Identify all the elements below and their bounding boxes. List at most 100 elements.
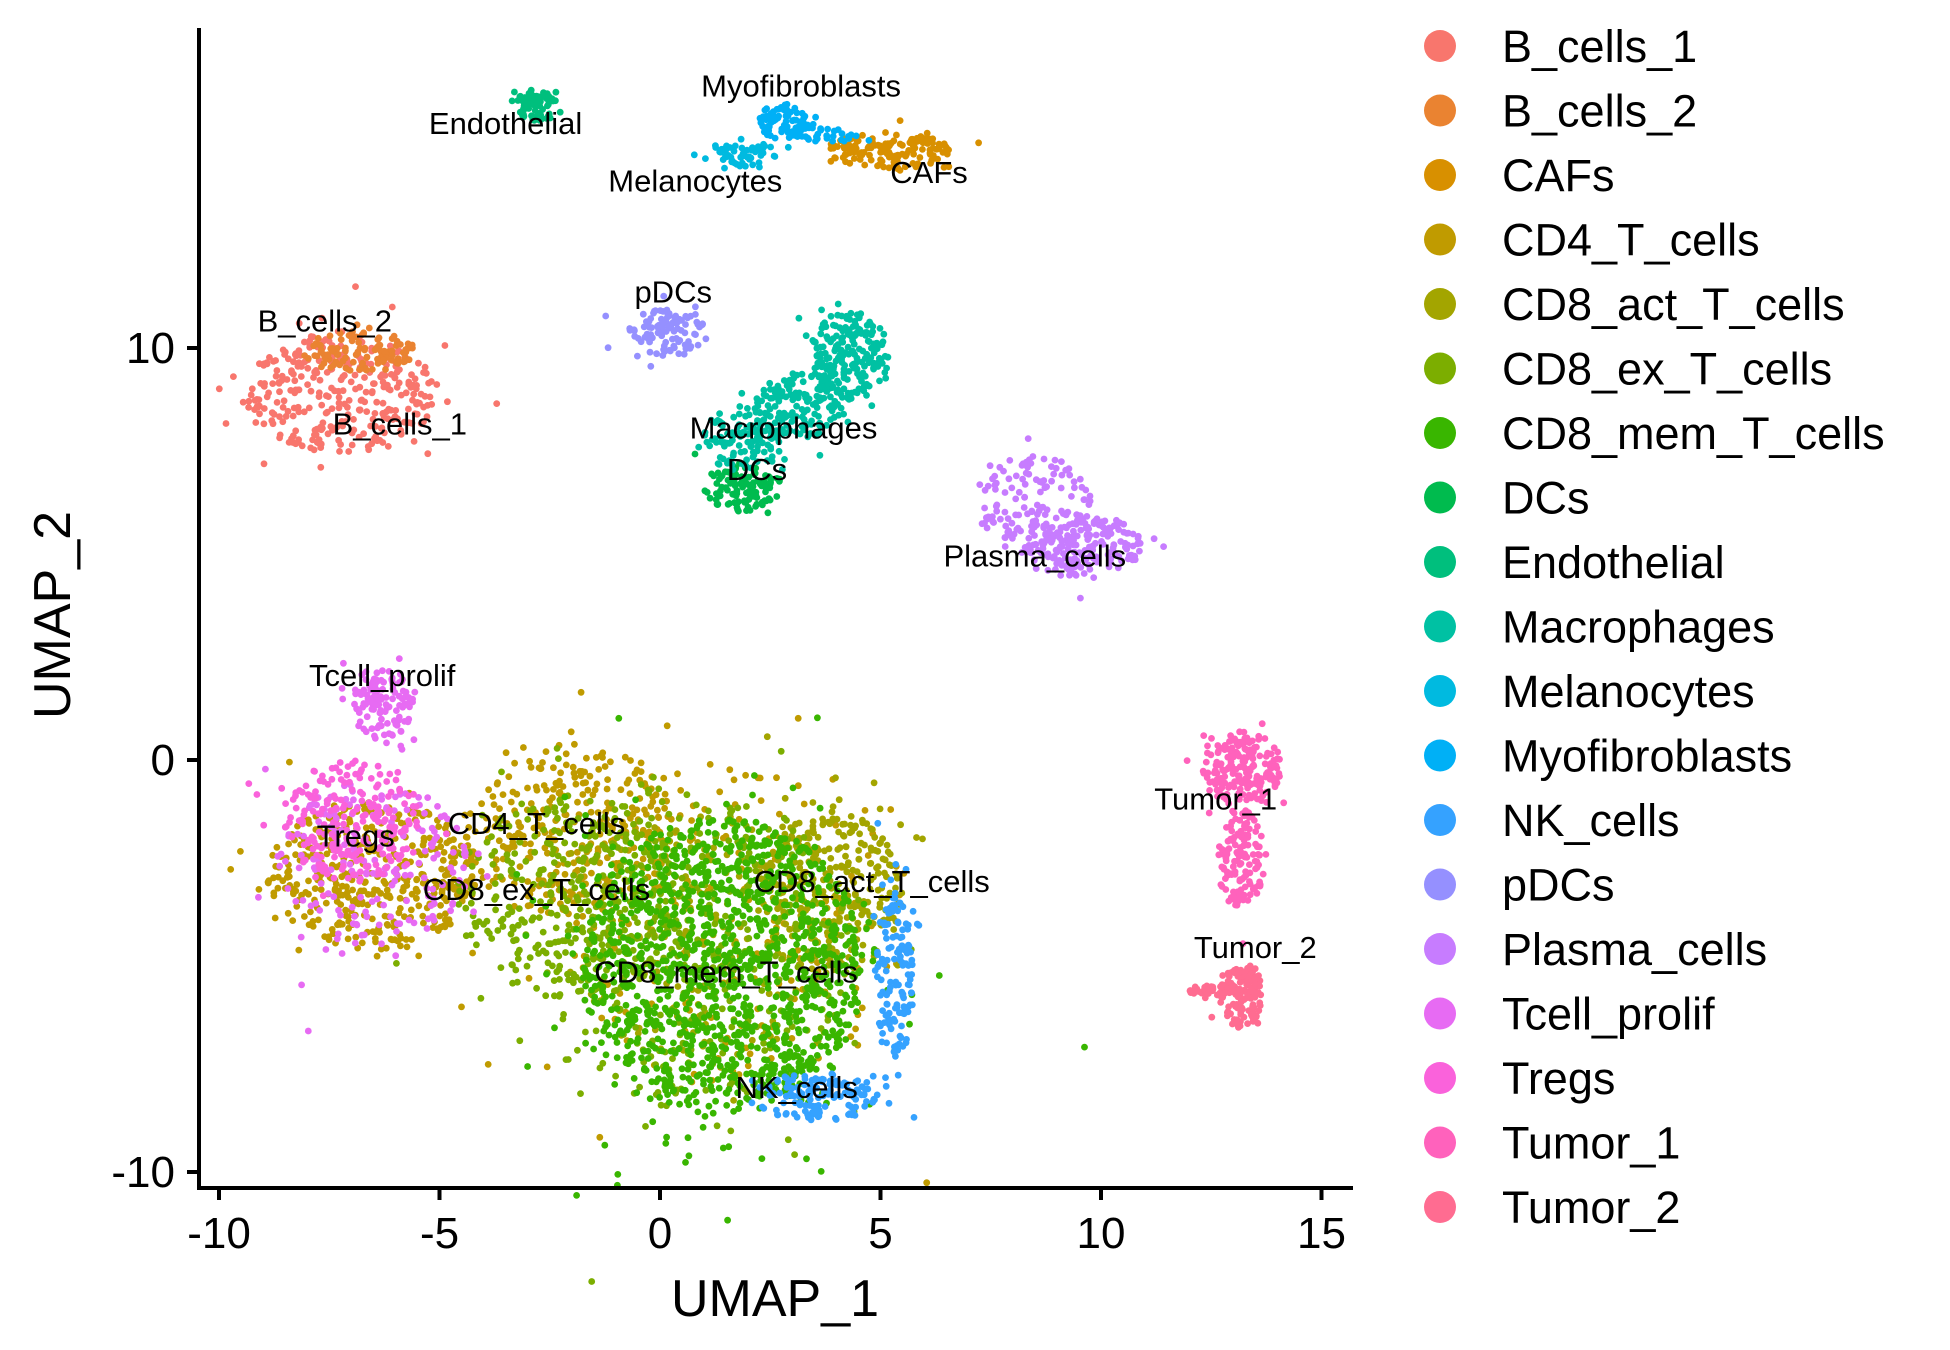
data-point — [408, 371, 415, 379]
points-layer — [215, 86, 1288, 1285]
data-point — [652, 1044, 659, 1052]
data-point — [577, 688, 585, 696]
data-point — [685, 1152, 693, 1160]
data-point — [584, 972, 592, 980]
data-point — [679, 940, 687, 948]
data-point — [573, 919, 580, 927]
data-point — [508, 908, 516, 916]
data-point — [571, 740, 578, 748]
data-point — [553, 911, 561, 919]
data-point — [509, 926, 517, 933]
data-point — [300, 408, 308, 416]
data-point — [494, 927, 502, 934]
data-point — [773, 394, 781, 401]
data-point — [834, 846, 842, 853]
data-point — [749, 791, 756, 799]
data-point — [889, 933, 897, 941]
data-point — [638, 1054, 645, 1062]
data-point — [891, 163, 898, 171]
data-point — [533, 786, 541, 794]
data-point — [656, 1093, 663, 1101]
data-point — [863, 925, 870, 933]
data-point — [728, 913, 735, 921]
data-point — [368, 915, 376, 923]
data-point — [716, 788, 724, 796]
data-point — [342, 912, 350, 920]
data-point — [542, 748, 550, 755]
data-point — [371, 410, 379, 417]
data-point — [529, 92, 536, 99]
data-point — [740, 147, 748, 154]
data-point — [588, 1278, 596, 1285]
data-point — [771, 914, 778, 921]
data-point — [490, 801, 498, 808]
data-point — [825, 1048, 832, 1056]
data-point — [316, 376, 324, 384]
data-point — [542, 949, 550, 957]
data-point — [656, 996, 664, 1003]
data-point — [748, 836, 755, 844]
data-point — [783, 817, 790, 824]
data-point — [748, 1036, 756, 1044]
data-point — [371, 928, 379, 936]
data-point — [847, 813, 855, 820]
data-point — [689, 923, 696, 931]
data-point — [413, 876, 420, 884]
data-point — [722, 912, 729, 920]
data-point — [711, 920, 719, 928]
data-point — [279, 346, 287, 354]
data-point — [613, 1005, 621, 1012]
data-point — [681, 902, 689, 910]
data-point — [328, 384, 335, 392]
data-point — [896, 167, 904, 174]
data-point — [309, 918, 317, 925]
data-point — [744, 888, 752, 896]
data-point — [705, 807, 712, 815]
data-point — [745, 1011, 753, 1018]
data-point — [849, 937, 857, 945]
data-point — [887, 1025, 895, 1033]
data-point — [738, 389, 746, 397]
data-point — [681, 847, 688, 855]
data-point — [450, 876, 458, 884]
data-point — [727, 1005, 735, 1013]
data-point — [791, 932, 799, 939]
data-point — [857, 839, 865, 847]
data-point — [516, 1037, 524, 1045]
data-point — [867, 156, 875, 164]
data-point — [883, 935, 890, 942]
data-point — [426, 834, 434, 842]
data-point — [817, 330, 825, 338]
data-point — [684, 1033, 691, 1040]
data-point — [692, 1098, 700, 1106]
data-point — [682, 1005, 690, 1013]
data-point — [699, 905, 706, 912]
data-point — [320, 359, 328, 367]
data-point — [269, 380, 277, 387]
data-point — [777, 1052, 785, 1060]
data-point — [557, 769, 564, 777]
data-point — [305, 404, 313, 412]
data-point — [413, 894, 420, 902]
data-point — [838, 394, 846, 401]
data-point — [415, 902, 423, 910]
data-point — [395, 811, 403, 818]
data-point — [324, 351, 332, 359]
data-point — [837, 1028, 845, 1036]
data-point — [641, 1028, 649, 1035]
data-point — [824, 1016, 832, 1024]
data-point — [511, 759, 518, 767]
data-point — [678, 1065, 686, 1073]
data-point — [295, 359, 303, 366]
data-point — [789, 784, 797, 792]
data-point — [659, 872, 666, 880]
data-point — [370, 380, 377, 387]
data-point — [897, 821, 904, 829]
data-point — [712, 838, 720, 846]
data-point — [764, 1025, 771, 1032]
data-point — [581, 965, 589, 973]
data-point — [707, 1063, 715, 1071]
data-point — [496, 805, 503, 812]
data-point — [700, 922, 708, 930]
data-point — [813, 352, 821, 360]
